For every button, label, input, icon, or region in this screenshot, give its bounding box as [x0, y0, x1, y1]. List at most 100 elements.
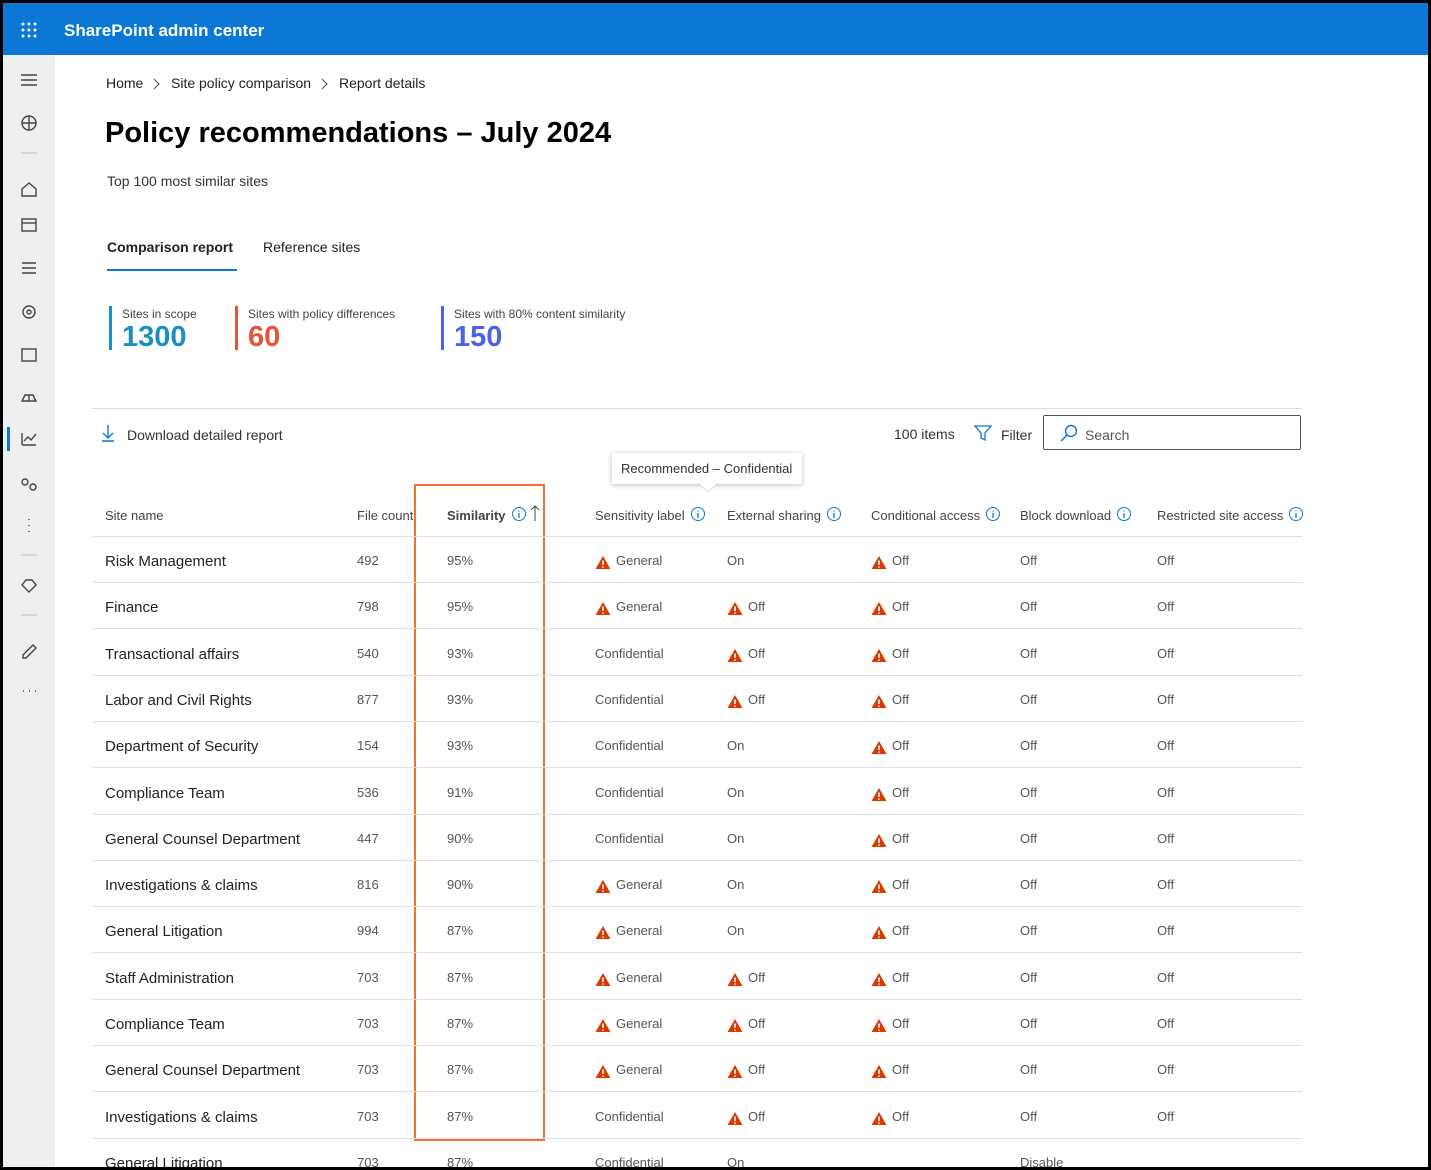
site-name[interactable]: General Counsel Department: [105, 830, 301, 848]
search-placeholder: Search: [1085, 427, 1130, 443]
warning-icon: [871, 925, 887, 940]
site-name[interactable]: General Litigation: [105, 923, 223, 941]
tab[interactable]: Comparison report: [107, 239, 234, 255]
warning-icon: [871, 787, 887, 802]
table-cell: On: [727, 1154, 745, 1170]
table-cell: 816: [357, 877, 379, 893]
column-header[interactable]: Sensitivity label: [595, 508, 685, 523]
table-cell: Off: [1020, 923, 1038, 939]
warning-icon: [595, 925, 611, 940]
warning-icon-svg: [727, 1065, 743, 1079]
table-cell: Confidential: [595, 1108, 664, 1124]
column-header[interactable]: File count: [357, 508, 414, 523]
warning-icon-svg: [727, 1111, 743, 1125]
row-line: [92, 582, 1302, 583]
info-icon: [690, 506, 706, 522]
table-cell: 87%: [447, 1016, 474, 1031]
site-name[interactable]: General Litigation: [105, 1154, 223, 1170]
table-cell: Off: [1157, 691, 1175, 707]
table-cell: On: [727, 923, 745, 939]
row-line: [92, 628, 1302, 630]
site-name[interactable]: Compliance Team: [105, 1016, 225, 1033]
warning-icon: [871, 601, 887, 616]
search-box[interactable]: [1043, 415, 1301, 450]
row-line: [92, 674, 1302, 676]
table-cell: On: [727, 738, 745, 754]
table-cell: 703: [357, 1108, 379, 1124]
site-name[interactable]: Risk Management: [105, 553, 226, 570]
table-cell: Off: [892, 923, 910, 939]
tab-underline: [107, 269, 237, 271]
breadcrumb-item[interactable]: Site policy comparison: [171, 75, 312, 91]
download-link[interactable]: Download detailed report: [127, 427, 283, 443]
site-name[interactable]: Investigations & claims: [105, 877, 258, 895]
warning-icon: [871, 972, 887, 987]
warning-icon-svg: [871, 972, 887, 986]
site-name[interactable]: Finance: [105, 599, 159, 617]
stat-label: Sites with policy differences: [248, 307, 396, 321]
warning-icon-svg: [871, 694, 887, 708]
table-cell: Off: [892, 830, 910, 846]
column-header[interactable]: Block download: [1020, 508, 1112, 523]
warning-icon-svg: [727, 1019, 743, 1032]
table-cell: On: [727, 784, 745, 800]
table-cell: Off: [1157, 784, 1175, 800]
site-name[interactable]: Investigations & claims: [105, 1108, 258, 1126]
table-cell: Off: [1020, 738, 1038, 754]
table-cell: 87%: [447, 1062, 474, 1078]
table-cell: General: [616, 553, 663, 568]
info-icon-svg: [691, 507, 705, 521]
table-cell: Off: [1020, 969, 1038, 985]
page-title: Policy recommendations – July 2024: [105, 117, 612, 149]
table-cell: Off: [1157, 553, 1175, 568]
table-cell: Off: [892, 691, 910, 707]
warning-icon: [871, 833, 887, 848]
table-cell: Off: [1020, 553, 1038, 568]
warning-icon-svg: [727, 694, 743, 708]
column-header[interactable]: External sharing: [727, 508, 821, 523]
site-name[interactable]: Department of Security: [105, 738, 259, 756]
site-name[interactable]: Staff Administration: [105, 969, 234, 987]
table-cell: Off: [748, 1062, 766, 1078]
table-cell: Off: [1020, 645, 1038, 661]
warning-icon: [871, 555, 887, 570]
column-header[interactable]: Site name: [105, 508, 164, 523]
breadcrumb-item[interactable]: Home: [106, 75, 144, 91]
table-cell: Off: [892, 1016, 910, 1031]
row-line: [92, 813, 1302, 815]
tab[interactable]: Reference sites: [263, 239, 361, 255]
stat-label: Sites in scope: [122, 307, 197, 321]
page-subtitle: Top 100 most similar sites: [107, 173, 269, 189]
table-cell: 877: [357, 691, 379, 707]
warning-icon: [871, 1018, 887, 1033]
table-cell: Off: [748, 1108, 766, 1124]
table-cell: Confidential: [595, 830, 664, 846]
column-header[interactable]: Conditional access: [871, 508, 981, 523]
search-icon: [1060, 424, 1078, 442]
site-name[interactable]: Labor and Civil Rights: [105, 691, 252, 709]
stat-value: 1300: [122, 321, 187, 353]
column-header[interactable]: Restricted site access: [1157, 508, 1284, 523]
table-cell: Off: [1020, 1062, 1038, 1078]
column-header[interactable]: Similarity: [447, 508, 506, 523]
table-cell: General: [616, 877, 663, 893]
breadcrumb-item: Report details: [339, 75, 426, 91]
table-cell: Disable: [1020, 1154, 1064, 1170]
table-cell: Off: [1020, 830, 1038, 846]
table-cell: 87%: [447, 923, 474, 939]
warning-icon-svg: [871, 648, 887, 662]
table-cell: General: [616, 969, 663, 985]
warning-icon-svg: [871, 833, 887, 847]
row-line: [92, 952, 1302, 954]
warning-icon: [595, 879, 611, 894]
table-cell: Off: [1157, 877, 1175, 893]
site-name[interactable]: Transactional affairs: [105, 645, 240, 663]
table-cell: Off: [1157, 738, 1175, 754]
site-name[interactable]: General Counsel Department: [105, 1062, 301, 1080]
table-cell: Off: [1020, 877, 1038, 893]
row-line: [92, 720, 1302, 722]
info-icon-svg: [512, 507, 526, 521]
site-name[interactable]: Compliance Team: [105, 784, 225, 802]
app-launcher[interactable]: [20, 21, 38, 39]
filter-button[interactable]: Filter: [1001, 427, 1033, 443]
